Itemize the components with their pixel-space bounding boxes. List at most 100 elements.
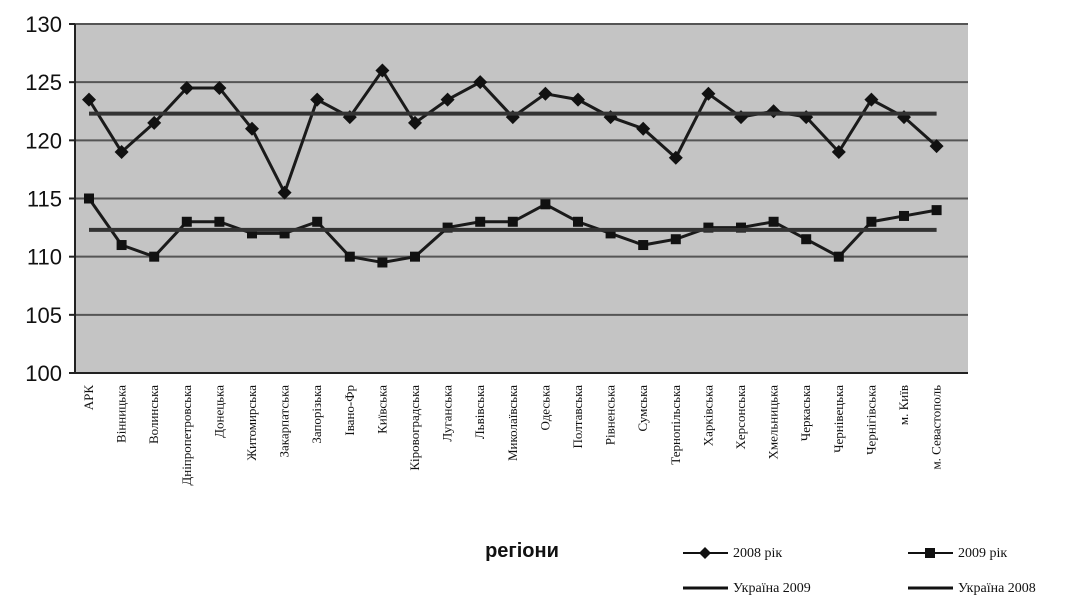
legend-item: Україна 2008 — [908, 581, 1036, 596]
data-point — [377, 257, 388, 268]
data-point — [573, 216, 583, 227]
data-point — [312, 216, 323, 227]
x-tick-label: Миколаївська — [505, 385, 520, 461]
legend-label: Україна 2008 — [958, 581, 1036, 596]
series — [82, 63, 944, 268]
x-tick-label: Івано-Фр — [342, 385, 357, 436]
data-point — [507, 216, 518, 227]
data-point — [277, 185, 292, 200]
data-point — [668, 150, 683, 165]
axes — [69, 23, 968, 374]
data-point — [344, 251, 355, 262]
data-point — [636, 121, 651, 136]
legend-item: Україна 2009 — [683, 581, 811, 596]
data-point — [82, 92, 96, 107]
data-point — [899, 210, 909, 221]
data-point — [84, 193, 94, 204]
data-point — [703, 222, 714, 233]
data-point — [475, 216, 486, 227]
data-point — [929, 139, 944, 154]
data-point — [605, 228, 616, 239]
x-tick-label: Вінницька — [114, 385, 129, 443]
x-axis-label: регіони — [485, 540, 559, 562]
x-tick-label: Рівненська — [603, 385, 618, 445]
y-tick-label: 110 — [27, 245, 62, 270]
data-point — [540, 199, 551, 210]
x-tick-label: Київська — [374, 385, 389, 434]
x-tick-label: Харківська — [700, 385, 715, 446]
data-point — [571, 92, 585, 107]
y-tick-label: 130 — [25, 12, 62, 37]
legend-item: 2008 рік — [683, 546, 782, 561]
y-tick-label: 120 — [25, 128, 62, 153]
legend-marker — [699, 547, 711, 559]
data-point — [116, 240, 127, 251]
data-point — [181, 216, 192, 227]
x-tick-label: Чернівецька — [831, 385, 846, 453]
data-point — [279, 228, 290, 239]
x-tick-label: Львівська — [472, 385, 487, 439]
legend: 2008 рік 2009 рік Україна 2009 Україна 2008 — [683, 546, 1036, 596]
x-tick-label: Кіровоградська — [407, 385, 422, 471]
legend-label: 2008 рік — [733, 546, 782, 561]
data-point — [442, 222, 453, 233]
data-point — [701, 86, 716, 101]
legend-item: 2009 рік — [908, 546, 1007, 561]
x-tick-label: Волинська — [146, 385, 161, 444]
data-point — [473, 75, 488, 90]
x-tick-label: Запорізька — [309, 385, 324, 444]
y-tick-label: 100 — [25, 361, 62, 386]
x-tick-label: м. Севастополь — [929, 385, 944, 470]
y-tick-label: 125 — [25, 70, 62, 95]
legend-marker — [925, 548, 935, 558]
data-point — [768, 216, 779, 227]
data-point — [670, 234, 681, 245]
data-point — [410, 251, 420, 262]
data-point — [247, 228, 257, 239]
data-point — [831, 144, 846, 159]
data-point — [833, 251, 844, 262]
x-tick-label: Луганська — [440, 385, 455, 442]
x-tick-label: Дніпропетровська — [179, 385, 194, 486]
data-point — [214, 216, 225, 227]
data-point — [801, 234, 812, 245]
x-tick-label: Донецька — [211, 385, 226, 438]
data-point — [147, 115, 162, 130]
x-tick-label: Черкаська — [798, 385, 813, 441]
x-tick-label: АРК — [81, 385, 96, 411]
data-point — [310, 92, 325, 107]
x-tick-label: Сумська — [635, 385, 650, 432]
data-point — [114, 144, 129, 159]
data-point — [245, 121, 259, 136]
data-point — [864, 92, 879, 107]
gridlines — [75, 23, 968, 316]
data-point — [638, 240, 649, 251]
x-tick-label: Херсонська — [733, 385, 748, 450]
y-tick-label: 105 — [25, 303, 62, 328]
data-point — [736, 222, 746, 233]
x-tick-label: Закарпатська — [277, 385, 292, 458]
y-tick-labels: 100 105 110 115 120 125 130 — [25, 12, 62, 386]
legend-label: Україна 2009 — [733, 581, 811, 596]
data-point — [149, 251, 160, 262]
data-point — [179, 80, 194, 95]
x-tick-label: Полтавська — [570, 385, 585, 449]
x-tick-labels: АРК Вінницька Волинська Дніпропетровська Дон… — [81, 385, 944, 486]
legend-label: 2009 рік — [958, 546, 1007, 561]
data-point — [538, 86, 553, 101]
y-tick-label: 115 — [27, 187, 62, 212]
data-point — [375, 63, 390, 78]
x-tick-label: Чернігівська — [863, 385, 878, 455]
x-tick-label: Житомирська — [244, 385, 259, 461]
x-tick-label: Тернопільська — [668, 385, 683, 465]
series-1 — [84, 193, 942, 268]
data-point — [440, 92, 455, 107]
x-tick-label: Хмельницька — [766, 385, 781, 460]
data-point — [408, 115, 422, 130]
data-point — [931, 205, 942, 216]
data-point — [866, 216, 877, 227]
x-tick-label: м. Київ — [896, 385, 911, 425]
data-point — [212, 80, 227, 95]
